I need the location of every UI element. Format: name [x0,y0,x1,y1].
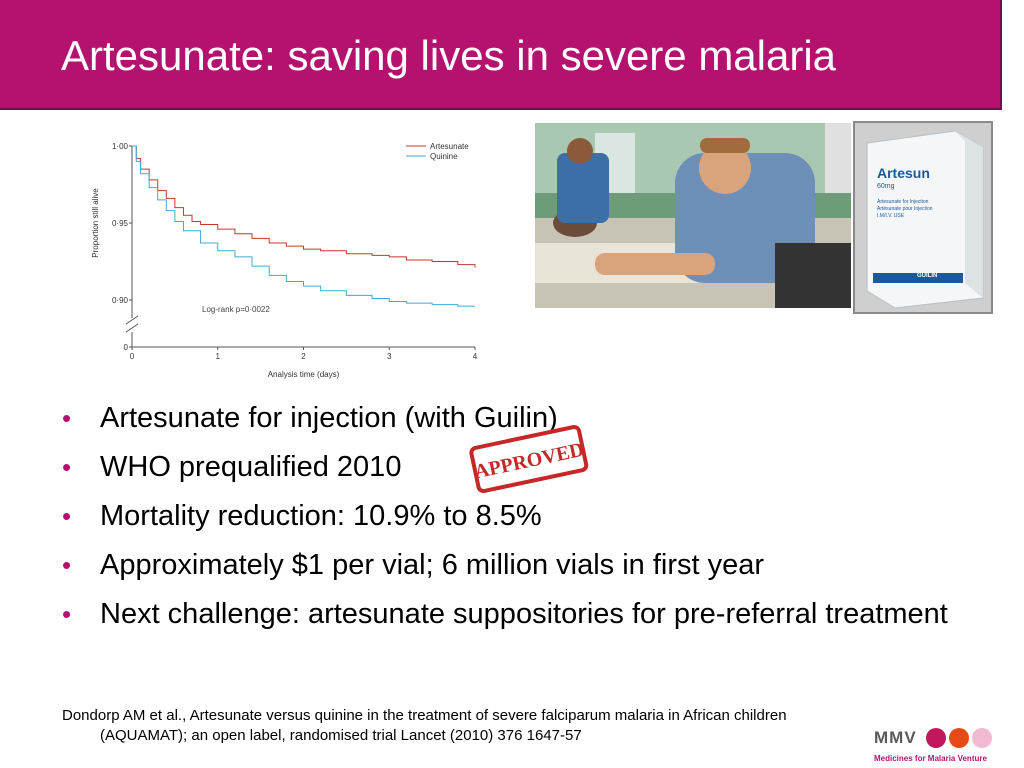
bullet-list: • Artesunate for injection (with Guilin) … [62,398,1002,643]
y-axis-break-mark [125,323,139,333]
reference-citation: Dondorp AM et al., Artesunate versus qui… [62,706,892,746]
chart-annotation: Log-rank p=0·0022 [202,305,270,314]
y-tick-label: 0 [124,343,129,352]
bullet-item: • Approximately $1 per vial; 6 million vi… [62,545,1002,585]
logo-dot-icon [972,728,992,748]
series-line-quinine [132,145,475,307]
box-maker: GUILIN [917,273,938,279]
box-line-1: Artesunate for Injection [877,199,929,205]
bullet-item: • Next challenge: artesunate suppositorie… [62,594,1002,634]
box-dose: 60mg [877,183,895,190]
x-tick-label: 3 [387,352,392,361]
y-tick-label: 0·95 [112,219,129,228]
x-tick-label: 1 [216,352,221,361]
x-tick-label: 4 [473,352,478,361]
bullet-icon: • [62,599,72,629]
x-tick-label: 2 [301,352,306,361]
reference-line-2: (AQUAMAT); an open label, randomised tri… [100,727,582,744]
series-line-artesunate [132,145,476,268]
bullet-icon: • [62,403,72,433]
chart-ticks: 0 0·90 0·95 1·00 0 1 2 3 4 [112,142,478,361]
bullet-icon: • [62,550,72,580]
y-tick-label: 0·90 [112,296,129,305]
mmv-logo: MMV Medicines for Malaria Venture [872,722,1012,766]
bullet-text: Approximately $1 per vial; 6 million via… [100,549,765,581]
logo-dot-icon [949,728,969,748]
box-line-2: Artésunate pour Injection [877,206,933,212]
bullet-text: Artesunate for injection (with Guilin) [100,402,558,434]
box-description: Artesunate for Injection Artésunate pour… [877,199,957,220]
bullet-text: Mortality reduction: 10.9% to 8.5% [100,500,542,532]
bullet-text: Next challenge: artesunate suppositories… [100,598,948,630]
reference-line-1: Dondorp AM et al., Artesunate versus qui… [62,707,787,724]
chart-series [132,145,476,307]
logo-text: MMV [874,728,917,747]
box-brand: Artesun [877,165,930,181]
legend-entry: Artesunate [430,142,469,151]
slide-title: Artesunate: saving lives in severe malar… [61,32,837,79]
bullet-icon: • [62,452,72,482]
product-box-illustration [866,130,984,309]
bullet-item: • Artesunate for injection (with Guilin) [62,398,1002,438]
hospital-photo [535,123,851,308]
legend-entry: Quinine [430,152,458,161]
logo-dot-icon [926,728,946,748]
bullet-icon: • [62,501,72,531]
clinician-photo-illustration [535,123,851,308]
logo-subtitle: Medicines for Malaria Venture [874,754,987,763]
x-tick-label: 0 [130,352,135,361]
bullet-item: • Mortality reduction: 10.9% to 8.5% [62,496,1002,536]
box-line-3: I.M/I.V. USE [877,213,905,219]
y-tick-label: 1·00 [112,142,129,151]
bullet-item: • WHO prequalified 2010 [62,447,1002,487]
y-axis-break-mark [125,315,139,325]
title-bar: Artesunate: saving lives in severe malar… [0,0,1002,110]
approved-stamp-icon: APPROVED [469,424,589,494]
artesun-product-box: Artesun 60mg Artesunate for Injection Ar… [853,121,993,314]
chart-x-label: Analysis time (days) [268,370,340,379]
chart-y-label: Proportion still alive [91,188,100,258]
bullet-text: WHO prequalified 2010 [100,451,402,483]
